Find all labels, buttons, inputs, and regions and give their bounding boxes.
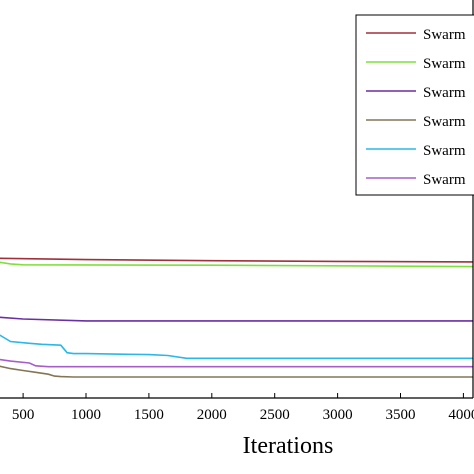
series-line-2: [0, 261, 473, 268]
legend-label-4: Swarm: [423, 114, 466, 130]
x-axis-title: Iterations: [243, 433, 334, 459]
x-tick-label: 3500: [386, 407, 416, 423]
x-tick-label: 500: [12, 407, 35, 423]
series-line-1: [0, 257, 473, 263]
series-line-6: [0, 358, 473, 368]
x-tick-label: 3000: [323, 407, 353, 423]
series-layer: [0, 257, 473, 378]
series-line-4: [0, 365, 473, 378]
legend: Swarm Swarm Swarm Swarm Swarm Swarm: [355, 14, 474, 196]
series-line-5: [0, 334, 473, 360]
x-tick-label: 2500: [260, 407, 290, 423]
legend-label-5: Swarm: [423, 143, 466, 159]
legend-label-6: Swarm: [423, 172, 466, 188]
legend-label-2: Swarm: [423, 56, 466, 72]
series-line-3: [0, 316, 473, 322]
legend-label-3: Swarm: [423, 85, 466, 101]
x-tick-label: 2000: [197, 407, 227, 423]
axes-layer: 500 1000 1500 2000 2500 3000 3500 4000 Iteration…: [0, 0, 474, 459]
x-tick-label: 1500: [134, 407, 164, 423]
legend-box: [355, 14, 474, 196]
x-tick-label: 4000: [448, 407, 474, 423]
legend-label-1: Swarm: [423, 27, 466, 43]
x-tick-label: 1000: [71, 407, 101, 423]
